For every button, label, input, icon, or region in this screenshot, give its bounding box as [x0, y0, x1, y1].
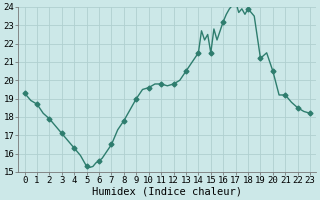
X-axis label: Humidex (Indice chaleur): Humidex (Indice chaleur): [92, 187, 242, 197]
